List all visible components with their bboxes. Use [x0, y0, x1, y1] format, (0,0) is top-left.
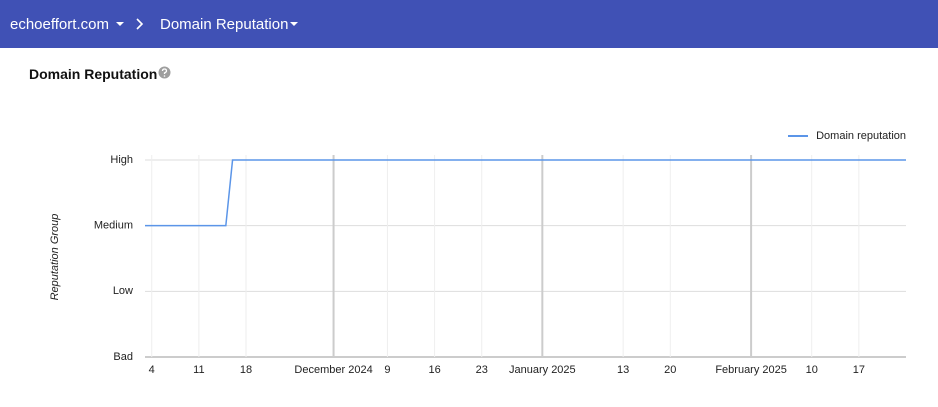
x-tick-label: 23	[476, 364, 488, 376]
dropdown-icon[interactable]	[116, 22, 124, 27]
page-selector[interactable]: Domain Reputation	[160, 16, 289, 33]
help-icon[interactable]	[158, 66, 171, 79]
site-selector[interactable]: echoeffort.com	[10, 16, 109, 33]
y-tick-label: Low	[113, 285, 133, 297]
chevron-icon	[136, 18, 144, 30]
x-tick-label: January 2025	[509, 364, 576, 376]
chart-title: Domain Reputation	[29, 66, 158, 82]
x-tick-label: 18	[240, 364, 252, 376]
x-tick-label: February 2025	[715, 364, 787, 376]
y-tick-label: Bad	[113, 351, 133, 363]
data-line	[145, 159, 906, 227]
x-tick-label: 16	[428, 364, 440, 376]
x-tick-label: December 2024	[294, 364, 372, 376]
legend-label: Domain reputation	[816, 130, 906, 142]
dropdown-icon[interactable]	[290, 22, 298, 27]
y-tick-label: High	[110, 154, 133, 166]
top-bar: echoeffort.com Domain Reputation	[0, 0, 938, 48]
x-tick-label: 13	[617, 364, 629, 376]
y-axis-label: Reputation Group	[49, 214, 61, 301]
x-tick-label: 4	[149, 364, 155, 376]
x-tick-label: 11	[193, 364, 204, 376]
chart: Reputation Group Bad Low Medium High 4 11 18 De…	[49, 130, 906, 376]
x-tick-label: 9	[384, 364, 390, 376]
y-tick-label: Medium	[94, 220, 133, 232]
x-tick-label: 17	[853, 364, 865, 376]
x-tick-label: 20	[664, 364, 676, 376]
x-tick-label: 10	[806, 364, 818, 376]
